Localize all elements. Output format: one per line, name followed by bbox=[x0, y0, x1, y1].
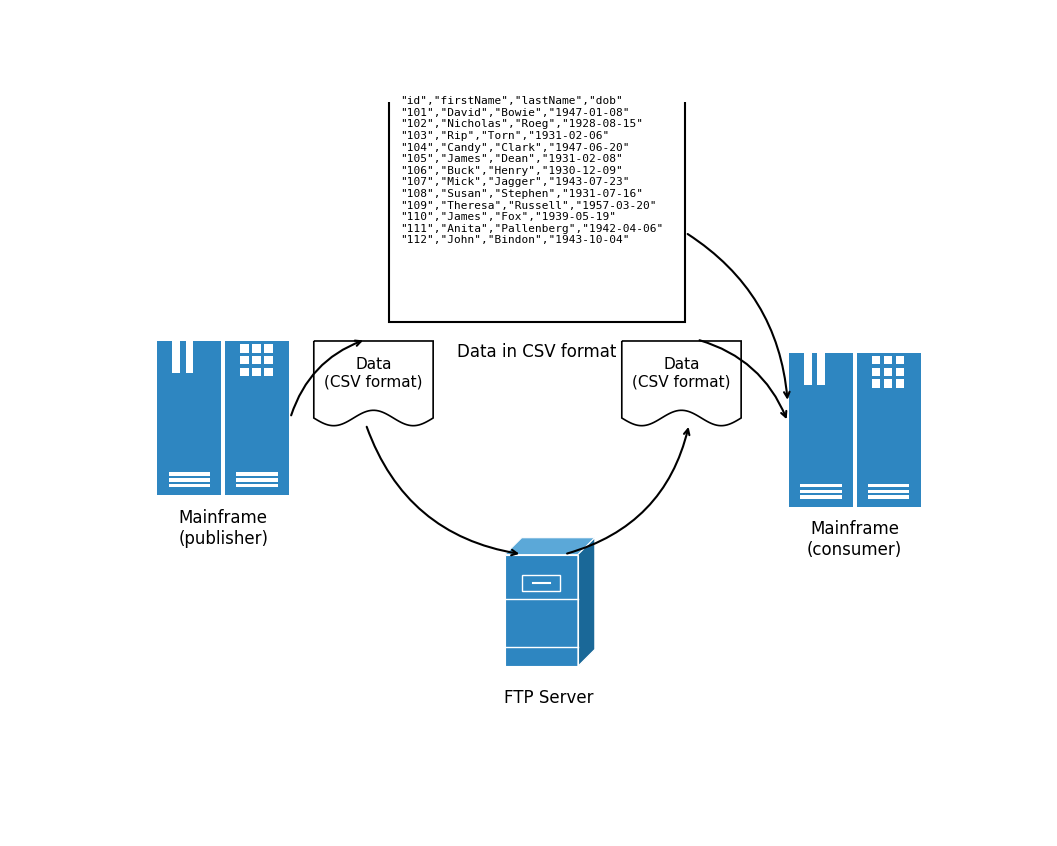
Bar bbox=[884, 355, 892, 364]
Bar bbox=[804, 363, 812, 385]
Bar bbox=[872, 380, 880, 388]
Bar bbox=[186, 335, 193, 356]
Bar bbox=[237, 478, 278, 481]
Bar bbox=[264, 344, 273, 353]
Text: Mainframe
(publisher): Mainframe (publisher) bbox=[179, 508, 268, 547]
Bar bbox=[804, 346, 812, 368]
Bar bbox=[817, 346, 824, 368]
Bar bbox=[264, 368, 273, 376]
Bar bbox=[800, 490, 841, 493]
Bar bbox=[225, 341, 290, 495]
Bar bbox=[789, 353, 853, 507]
Bar bbox=[884, 380, 892, 388]
Bar bbox=[800, 484, 841, 487]
Bar bbox=[237, 484, 278, 487]
PathPatch shape bbox=[622, 341, 741, 426]
Text: Mainframe
(consumer): Mainframe (consumer) bbox=[808, 520, 903, 559]
Text: "id","firstName","lastName","dob"
"101","David","Bowie","1947-01-08"
"102","Nich: "id","firstName","lastName","dob" "101",… bbox=[401, 96, 664, 245]
Bar bbox=[264, 356, 273, 365]
Bar bbox=[872, 367, 880, 376]
Bar bbox=[817, 363, 824, 385]
Bar bbox=[895, 355, 904, 364]
Bar bbox=[240, 368, 248, 376]
Bar bbox=[868, 496, 909, 499]
Polygon shape bbox=[578, 538, 595, 667]
Bar bbox=[868, 484, 909, 487]
Polygon shape bbox=[505, 538, 595, 555]
Text: FTP Server: FTP Server bbox=[504, 689, 594, 707]
Bar bbox=[868, 490, 909, 493]
Bar bbox=[237, 472, 278, 475]
Bar bbox=[895, 380, 904, 388]
Bar bbox=[505, 555, 578, 667]
Bar bbox=[253, 368, 261, 376]
Text: Data
(CSV format): Data (CSV format) bbox=[324, 357, 423, 389]
Text: Data in CSV format: Data in CSV format bbox=[458, 343, 617, 361]
Bar bbox=[157, 341, 221, 495]
Bar bbox=[240, 356, 248, 365]
Bar bbox=[172, 335, 180, 356]
Bar bbox=[253, 344, 261, 353]
PathPatch shape bbox=[314, 341, 433, 426]
Bar bbox=[389, 87, 685, 321]
Bar bbox=[172, 352, 180, 373]
Bar bbox=[884, 367, 892, 376]
Bar bbox=[856, 353, 921, 507]
Bar bbox=[169, 478, 210, 481]
Text: Data
(CSV format): Data (CSV format) bbox=[632, 357, 730, 389]
Bar bbox=[169, 484, 210, 487]
Bar bbox=[253, 356, 261, 365]
Bar bbox=[169, 472, 210, 475]
Bar bbox=[800, 496, 841, 499]
Bar bbox=[505, 555, 578, 667]
Bar bbox=[872, 355, 880, 364]
Bar bbox=[186, 352, 193, 373]
Bar bbox=[895, 367, 904, 376]
Bar bbox=[240, 344, 248, 353]
Bar bbox=[522, 575, 560, 591]
